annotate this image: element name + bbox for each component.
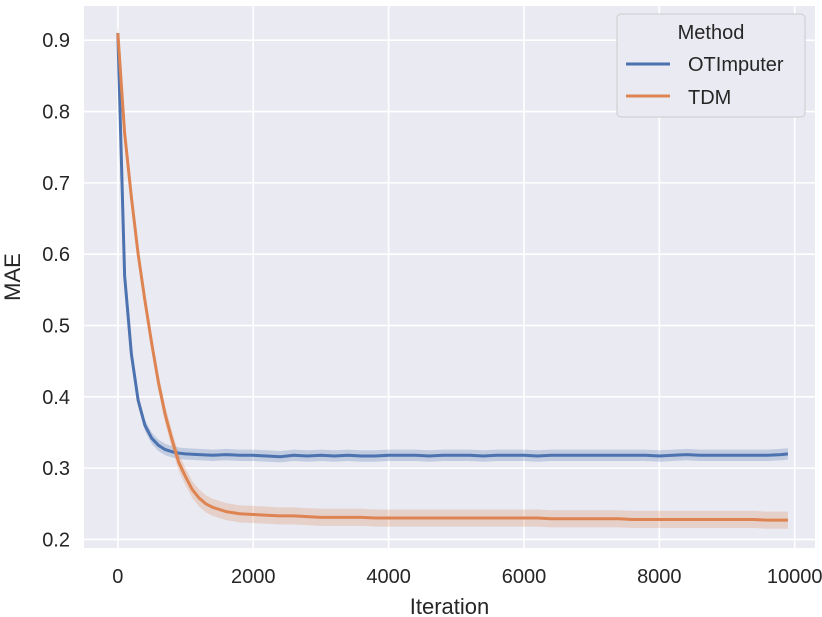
y-tick-labels: 0.2 0.3 0.4 0.5 0.6 0.7 0.8 0.9	[42, 30, 70, 551]
x-axis-label: Iteration	[410, 594, 490, 617]
x-tick-label: 6000	[502, 566, 547, 588]
legend: Method OTImputer TDM	[616, 13, 806, 118]
x-tick-labels: 0 2000 4000 6000 8000 10000	[112, 566, 822, 588]
y-tick-label: 0.2	[42, 529, 70, 551]
y-tick-label: 0.8	[42, 102, 70, 124]
x-tick-label: 10000	[767, 566, 822, 588]
y-tick-label: 0.3	[42, 458, 70, 480]
legend-title: Method	[678, 22, 745, 44]
y-tick-label: 0.6	[42, 244, 70, 266]
y-tick-label: 0.9	[42, 30, 70, 52]
y-tick-label: 0.5	[42, 315, 70, 337]
y-tick-label: 0.7	[42, 173, 70, 195]
x-tick-label: 0	[112, 566, 123, 588]
x-tick-label: 4000	[366, 566, 411, 588]
x-tick-label: 8000	[637, 566, 682, 588]
legend-label-otimputer: OTImputer	[688, 54, 784, 76]
line-tdm	[116, 32, 788, 522]
grid-lines	[84, 6, 815, 548]
series-lines	[116, 32, 789, 522]
x-tick-label: 2000	[231, 566, 276, 588]
y-tick-label: 0.4	[42, 387, 70, 409]
y-axis-label: MAE	[0, 253, 25, 301]
legend-label-tdm: TDM	[688, 87, 731, 109]
line-otimputer	[116, 33, 789, 459]
legend-box	[616, 13, 806, 118]
